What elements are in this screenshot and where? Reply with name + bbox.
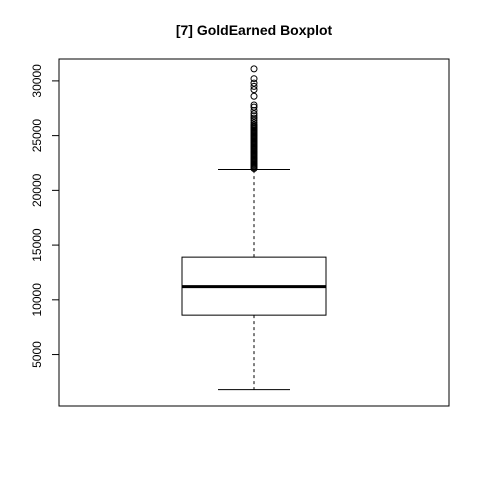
y-tick-label: 30000 xyxy=(30,64,44,98)
y-tick-label: 25000 xyxy=(30,119,44,153)
outlier-point xyxy=(250,75,258,83)
outlier-point xyxy=(250,121,258,129)
y-tick-label: 5000 xyxy=(30,341,44,368)
outlier-point xyxy=(250,106,258,114)
outlier-point xyxy=(250,103,258,111)
outlier-point xyxy=(250,82,258,90)
outlier-point xyxy=(250,92,258,100)
outlier-point xyxy=(250,65,258,73)
outlier-point xyxy=(250,118,258,126)
plot-frame xyxy=(58,58,450,407)
outlier-point xyxy=(250,114,258,122)
y-axis: 5000 10000 15000 20000 25000 30000 xyxy=(30,64,59,368)
outlier-point xyxy=(250,116,258,124)
outlier-point xyxy=(250,79,258,87)
y-tick-label: 15000 xyxy=(30,228,44,262)
chart-title: [7] GoldEarned Boxplot xyxy=(176,22,333,38)
outlier-point xyxy=(250,101,258,109)
outlier-point xyxy=(250,86,258,94)
outlier-point xyxy=(250,110,258,118)
plot-area xyxy=(58,58,450,407)
y-tick-label: 20000 xyxy=(30,173,44,207)
outlier-point xyxy=(250,112,258,120)
y-tick-label: 10000 xyxy=(30,283,44,317)
